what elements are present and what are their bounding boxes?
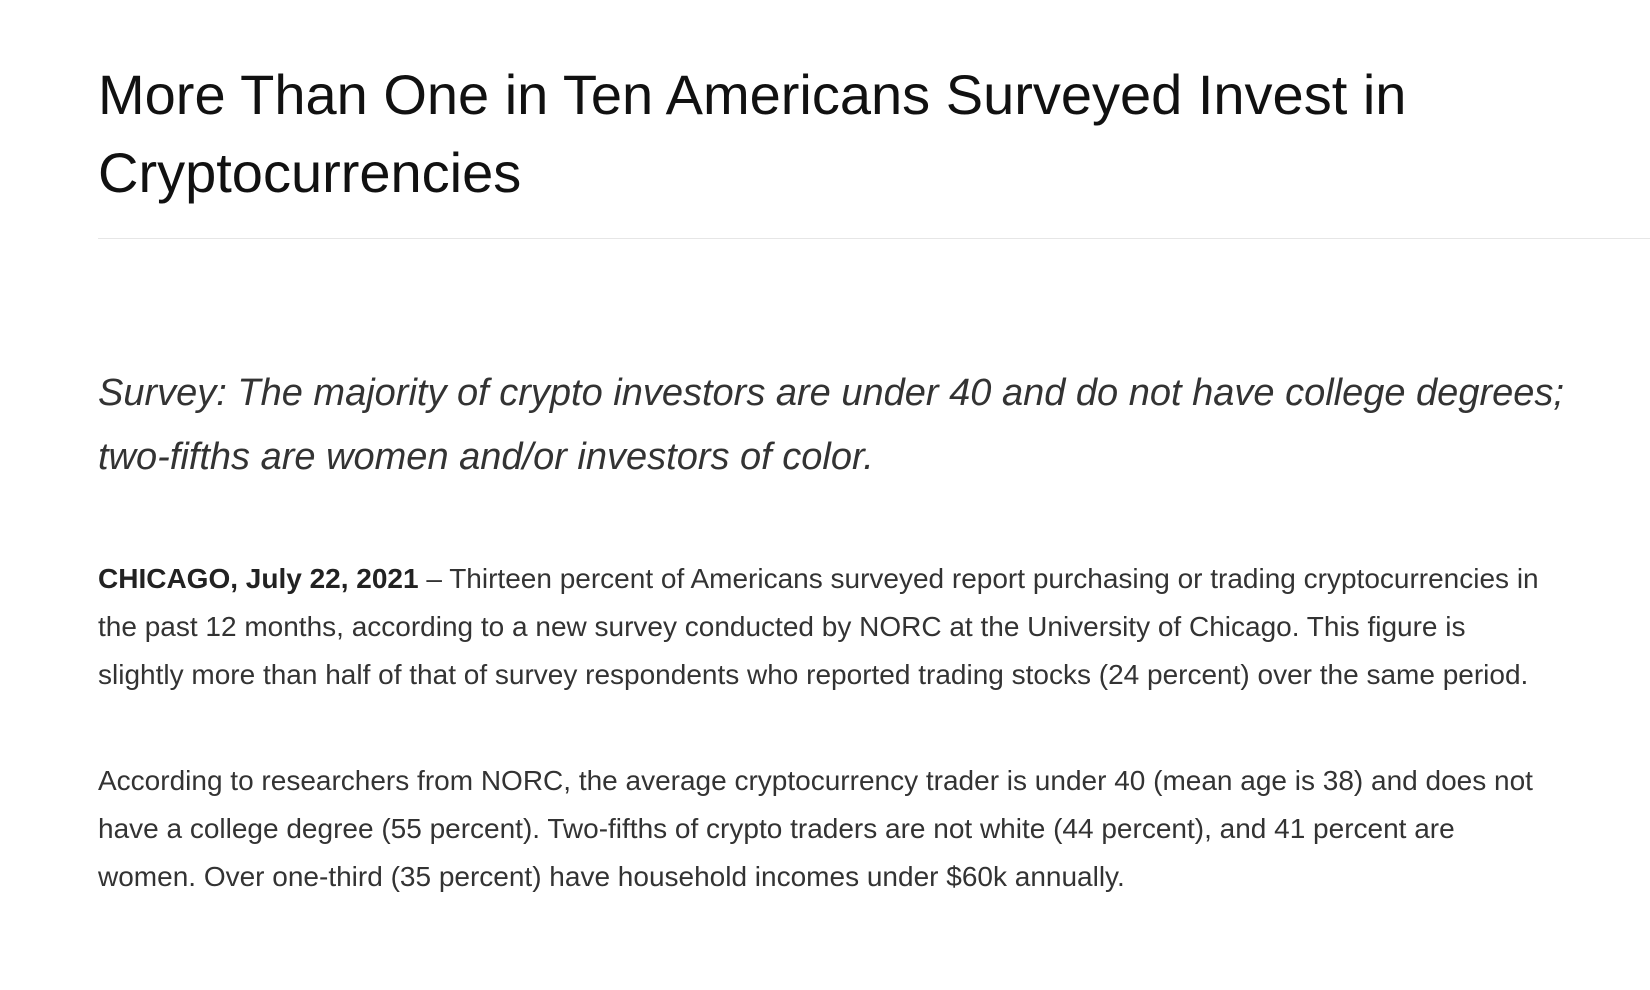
paragraph-2-text: According to researchers from NORC, the … (98, 765, 1533, 892)
body-paragraph-1: CHICAGO, July 22, 2021 – Thirteen percen… (98, 555, 1558, 699)
article-title: More Than One in Ten Americans Surveyed … (98, 63, 1407, 204)
title-divider (98, 238, 1650, 239)
article: More Than One in Ten Americans Surveyed … (98, 56, 1650, 901)
article-subtitle: Survey: The majority of crypto investors… (98, 372, 1564, 478)
paragraph-1-text: – Thirteen percent of Americans surveyed… (98, 563, 1539, 690)
dateline: CHICAGO, July 22, 2021 (98, 563, 419, 594)
body-paragraph-2: According to researchers from NORC, the … (98, 757, 1558, 901)
